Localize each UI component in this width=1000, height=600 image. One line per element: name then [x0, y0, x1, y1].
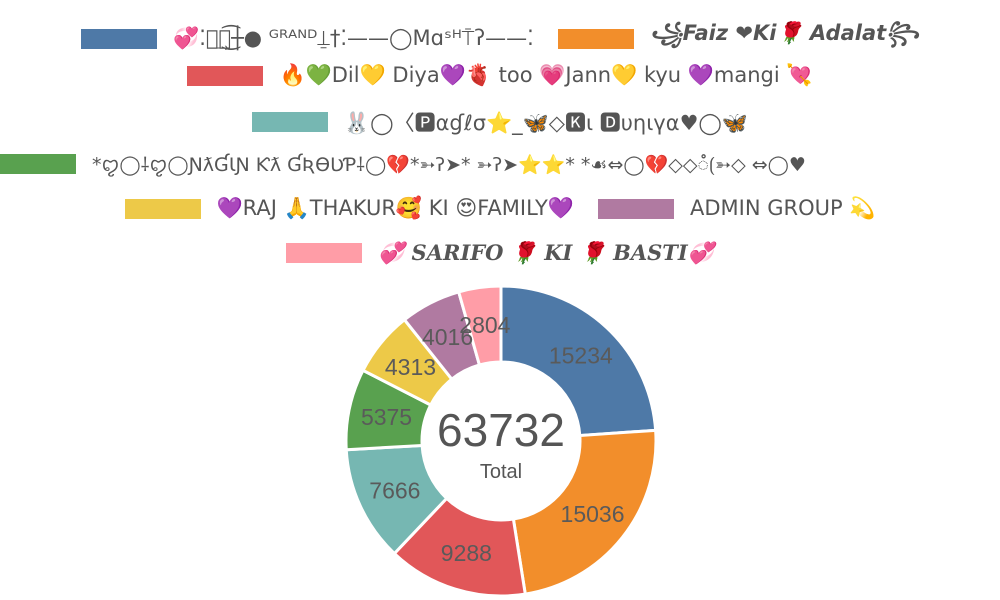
- slice-value-label: 5375: [361, 404, 412, 430]
- legend-row: 💜RAJ 🙏THAKUR🥰 KI 😍FAMILY💜 ADMIN GROUP 💫: [0, 196, 1000, 221]
- legend-swatch: [557, 28, 634, 49]
- slice-value-label: 15036: [561, 501, 625, 527]
- slice-value-label: 15234: [549, 342, 613, 368]
- legend-label: 💞 SARIFO 🌹 KI 🌹 BASTI💞: [378, 240, 714, 265]
- legend-swatch: [251, 112, 328, 132]
- slice-value-label: 4016: [422, 324, 473, 350]
- legend-label: ꧁Faiz ❤Ki🌹 Adalat꧂: [649, 21, 919, 45]
- legend-row: 🔥💚Dil💛 Diya💜🫀 too 💗Jann💛 kyu 💜mangi 💘: [0, 63, 1000, 88]
- legend-label: 🔥💚Dil💛 Diya💜🫀 too 💗Jann💛 kyu 💜mangi 💘: [279, 63, 813, 87]
- legend-item[interactable]: 💞⁚⎯͢ꠋ͜͡┼● ᴳᴿᴬᴺᴰ⍊†⁚——◯Mɑˢᴴ⍑ʔ——⁚: [81, 26, 534, 51]
- slice-value-label: 2804: [459, 312, 510, 338]
- legend-swatch: [598, 198, 674, 219]
- legend-row: 🐰◯〈🅿αɠℓσ⭐_🦋◇🅺ι 🅳υηιүα♥◯🦋: [0, 107, 1000, 137]
- legend-swatch: [81, 28, 158, 49]
- legend-label: *ꨄ︎◯⸸ꨄ︎◯ƝƛƓƖƝ Ƙƛ ƓƦƟƲƤ⸸◯💔*➳ʔ➤* ➳ʔ➤⭐⭐* *☙…: [92, 154, 806, 176]
- total-value: 63732: [437, 404, 565, 456]
- legend-row: *ꨄ︎◯⸸ꨄ︎◯ƝƛƓƖƝ Ƙƛ ƓƦƟƲƤ⸸◯💔*➳ʔ➤* ➳ʔ➤⭐⭐* *☙…: [0, 150, 1000, 178]
- donut-slice[interactable]: [456, 284, 503, 367]
- legend-item[interactable]: 🐰◯〈🅿αɠℓσ⭐_🦋◇🅺ι 🅳υηιүα♥◯🦋: [251, 107, 749, 137]
- legend-item[interactable]: ADMIN GROUP 💫: [598, 196, 875, 221]
- slice-value-label: 9288: [441, 540, 492, 566]
- legend-item[interactable]: 💞 SARIFO 🌹 KI 🌹 BASTI💞: [286, 240, 714, 266]
- legend-swatch: [0, 154, 76, 174]
- donut-slice[interactable]: [499, 284, 658, 438]
- legend-label: 🐰◯〈🅿αɠℓσ⭐_🦋◇🅺ι 🅳υηιүα♥◯🦋: [343, 111, 749, 135]
- legend-row: 💞 SARIFO 🌹 KI 🌹 BASTI💞: [0, 240, 1000, 266]
- donut-slices: [344, 284, 658, 598]
- legend-label: 💞⁚⎯͢ꠋ͜͡┼● ᴳᴿᴬᴺᴰ⍊†⁚——◯Mɑˢᴴ⍑ʔ——⁚: [173, 26, 534, 50]
- legend-swatch: [124, 198, 201, 219]
- legend-item[interactable]: 🔥💚Dil💛 Diya💜🫀 too 💗Jann💛 kyu 💜mangi 💘: [187, 63, 813, 88]
- slice-value-label: 4313: [385, 354, 436, 380]
- legend-item[interactable]: *ꨄ︎◯⸸ꨄ︎◯ƝƛƓƖƝ Ƙƛ ƓƦƟƲƤ⸸◯💔*➳ʔ➤* ➳ʔ➤⭐⭐* *☙…: [0, 150, 806, 178]
- legend-item[interactable]: 💜RAJ 🙏THAKUR🥰 KI 😍FAMILY💜: [124, 196, 575, 221]
- legend-swatch: [286, 243, 363, 263]
- legend-item[interactable]: ꧁Faiz ❤Ki🌹 Adalat꧂: [557, 17, 919, 60]
- total-label: Total: [480, 461, 522, 483]
- donut-slice[interactable]: [511, 428, 658, 596]
- legend-swatch: [187, 65, 264, 86]
- legend-label: ADMIN GROUP 💫: [690, 196, 876, 220]
- slice-value-label: 7666: [369, 477, 420, 503]
- legend-row: 💞⁚⎯͢ꠋ͜͡┼● ᴳᴿᴬᴺᴰ⍊†⁚——◯Mɑˢᴴ⍑ʔ——⁚ ꧁Faiz ❤Ki…: [0, 17, 1000, 60]
- legend-label: 💜RAJ 🙏THAKUR🥰 KI 😍FAMILY💜: [216, 196, 575, 220]
